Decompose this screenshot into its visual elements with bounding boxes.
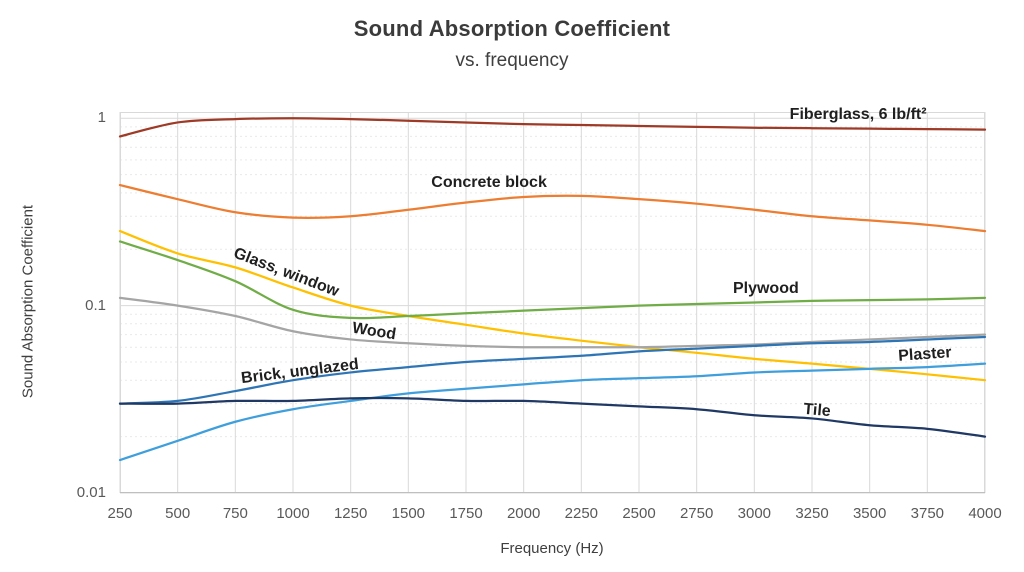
chart-subtitle: vs. frequency [455,50,569,71]
x-tick-label: 3000 [737,505,772,522]
x-tick-label: 250 [107,505,133,522]
x-tick-label: 2250 [564,505,599,522]
plot-area [118,112,987,494]
y-axis-title: Sound Absorption Coefficient [19,204,37,399]
x-tick-label: 1500 [391,505,426,522]
series-curve-brick-unglazed [118,335,987,405]
x-tick-label: 500 [165,505,191,522]
x-tick-label: 2500 [622,505,656,522]
x-tick-label: 1750 [449,505,483,522]
x-tick-label: 3750 [910,505,945,522]
series-curve-fiberglass-6-lb-ft [118,117,987,138]
x-tick-label: 750 [222,505,248,522]
y-tick-label: 0.01 [76,484,106,501]
series-label-tile: Tile [802,400,831,420]
x-tick-label: 3250 [795,505,829,522]
series-curve-plaster [118,362,987,462]
x-tick-label: 1000 [276,505,310,522]
series-curve-plywood [118,240,987,320]
series-curve-glass-window [118,229,987,382]
x-tick-label: 3500 [852,505,887,522]
series-label-fiberglass-6-lb-ft: Fiberglass, 6 lb/ft² [789,106,927,124]
chart-title: Sound Absorption Coefficient [353,16,671,41]
x-tick-label: 2750 [679,505,714,522]
series-curve-tile [118,396,987,438]
series-label-plaster: Plaster [897,344,953,365]
x-axis-title: Frequency (Hz) [500,540,604,557]
x-tick-label: 2000 [506,505,541,522]
series-curve-concrete-block [118,183,987,233]
plot-border [120,112,985,493]
x-tick-label: 1250 [333,505,368,522]
y-tick-label: 0.1 [85,296,106,314]
series-curve-wood [118,296,987,349]
series-label-concrete-block: Concrete block [431,174,547,192]
x-tick-label: 4000 [968,505,1002,522]
series-label-plywood: Plywood [732,280,799,298]
y-tick-label: 1 [97,109,106,127]
